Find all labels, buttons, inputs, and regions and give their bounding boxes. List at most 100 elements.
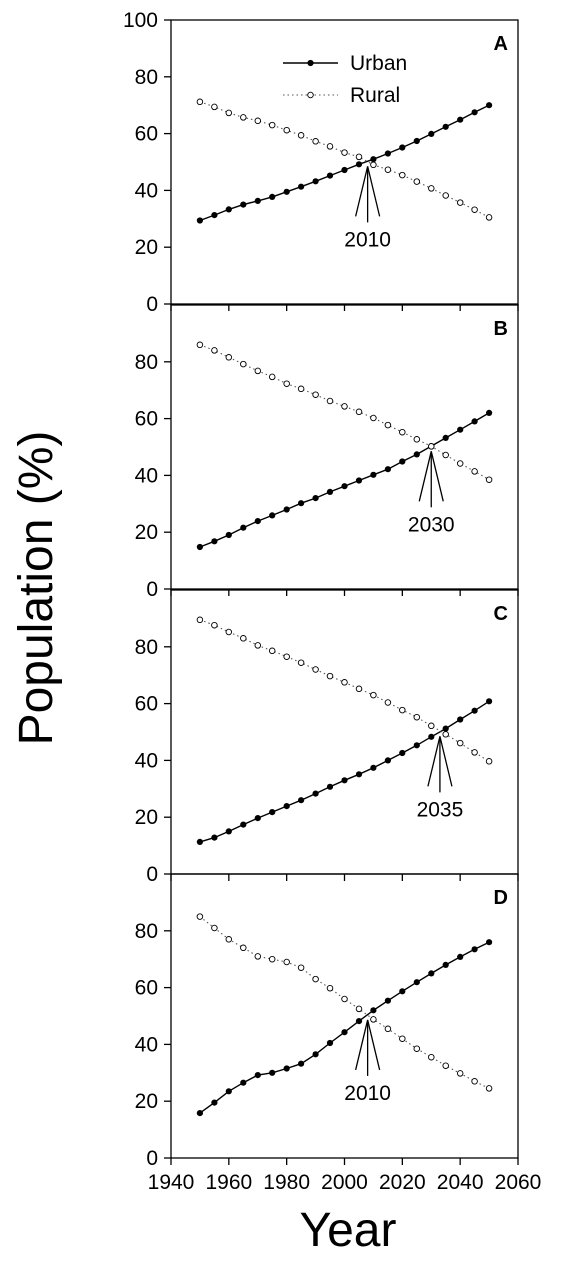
annotation-label: 2010 bbox=[344, 228, 391, 251]
rural-point bbox=[341, 679, 348, 686]
rural-series-line bbox=[199, 916, 490, 1089]
rural-point bbox=[225, 354, 233, 361]
y-tick-label: 80 bbox=[135, 920, 158, 943]
urban-point bbox=[370, 1007, 377, 1014]
x-axis-title: Year bbox=[300, 1204, 397, 1257]
rural-point bbox=[428, 443, 435, 450]
urban-point bbox=[269, 1069, 276, 1076]
urban-point bbox=[442, 961, 449, 969]
y-tick-label: 60 bbox=[135, 408, 158, 431]
y-tick-label: 100 bbox=[123, 9, 158, 32]
annotation-arrow bbox=[439, 736, 453, 787]
rural-point bbox=[370, 414, 377, 422]
urban-point bbox=[428, 970, 435, 977]
rural-point bbox=[471, 468, 478, 475]
y-tick-label: 0 bbox=[146, 1147, 158, 1170]
y-tick-label: 60 bbox=[135, 123, 158, 146]
rural-point bbox=[312, 391, 319, 398]
rural-point bbox=[341, 403, 348, 410]
rural-point bbox=[456, 739, 464, 747]
rural-point bbox=[413, 1045, 421, 1052]
rural-point bbox=[413, 713, 421, 721]
urban-point bbox=[384, 997, 391, 1004]
rural-point bbox=[283, 126, 290, 134]
urban-point bbox=[196, 1110, 203, 1117]
rural-point bbox=[413, 436, 421, 443]
urban-point bbox=[413, 979, 420, 986]
rural-point bbox=[428, 722, 435, 730]
rural-point bbox=[196, 913, 204, 920]
rural-point bbox=[399, 1035, 406, 1042]
annotation-arrow bbox=[430, 451, 444, 502]
rural-point bbox=[428, 1053, 435, 1061]
urban-point bbox=[283, 1065, 290, 1072]
urban-point bbox=[457, 426, 464, 433]
rural-point bbox=[312, 666, 319, 673]
urban-point bbox=[457, 116, 464, 123]
annotation-arrow bbox=[367, 1019, 381, 1071]
rural-point bbox=[442, 731, 449, 738]
rural-point bbox=[283, 380, 290, 387]
panel-a: 0 20 40 60 80 100 A 2010 Urban Rural bbox=[123, 9, 519, 316]
rural-point bbox=[471, 206, 478, 213]
urban-point bbox=[254, 1072, 261, 1079]
rural-point bbox=[485, 1085, 493, 1092]
rural-point bbox=[268, 121, 276, 129]
rural-point bbox=[442, 192, 449, 199]
urban-point bbox=[196, 838, 203, 846]
urban-point bbox=[384, 150, 391, 157]
urban-point bbox=[428, 733, 435, 740]
rural-point bbox=[211, 621, 218, 629]
y-tick-label: 20 bbox=[135, 806, 158, 829]
y-tick-label: 80 bbox=[135, 636, 158, 659]
panel-frame bbox=[170, 873, 519, 1159]
urban-point bbox=[240, 821, 247, 828]
rural-point bbox=[326, 397, 334, 405]
y-tick-label: 0 bbox=[146, 293, 158, 316]
x-tick-label: 1980 bbox=[263, 1171, 310, 1194]
urban-point bbox=[399, 749, 406, 757]
panel-frame bbox=[170, 304, 519, 590]
x-tick-label: 1960 bbox=[205, 1171, 252, 1194]
rural-point bbox=[254, 367, 262, 375]
annotation-arrow bbox=[355, 166, 369, 217]
annotation-label: 2035 bbox=[417, 798, 464, 821]
x-tick-label: 1940 bbox=[148, 1171, 195, 1194]
rural-point bbox=[240, 635, 247, 642]
rural-point bbox=[297, 385, 305, 393]
annotation-label: 2030 bbox=[408, 513, 455, 536]
urban-point bbox=[225, 1088, 232, 1095]
urban-point bbox=[254, 197, 261, 204]
rural-point bbox=[254, 953, 262, 960]
rural-point bbox=[240, 360, 247, 368]
urban-point bbox=[254, 518, 261, 525]
urban-point bbox=[355, 1018, 363, 1025]
rural-point bbox=[384, 699, 392, 706]
rural-point bbox=[384, 421, 392, 429]
urban-point bbox=[211, 834, 218, 841]
rural-point bbox=[399, 706, 406, 714]
rural-point bbox=[225, 936, 233, 943]
urban-point bbox=[355, 477, 363, 484]
rural-point bbox=[240, 944, 247, 952]
y-tick-label: 20 bbox=[135, 521, 158, 544]
y-tick-label: 20 bbox=[135, 1090, 158, 1113]
y-tick-label: 60 bbox=[135, 977, 158, 1000]
annotation-label: 2010 bbox=[344, 1082, 391, 1105]
rural-point bbox=[341, 995, 348, 1003]
rural-point bbox=[211, 103, 218, 111]
urban-point bbox=[312, 495, 319, 502]
y-tick-label: 40 bbox=[135, 179, 158, 202]
rural-point bbox=[456, 460, 464, 467]
urban-point bbox=[341, 166, 348, 174]
urban-point bbox=[298, 183, 305, 190]
urban-point bbox=[384, 466, 391, 473]
annotation-arrow bbox=[418, 451, 432, 502]
urban-point bbox=[341, 777, 348, 784]
rural-point bbox=[355, 408, 363, 416]
rural-point bbox=[413, 178, 421, 185]
urban-point bbox=[196, 217, 203, 224]
urban-point bbox=[486, 698, 493, 705]
y-tick-label: 20 bbox=[135, 236, 158, 259]
x-tick-label: 2040 bbox=[437, 1171, 484, 1194]
